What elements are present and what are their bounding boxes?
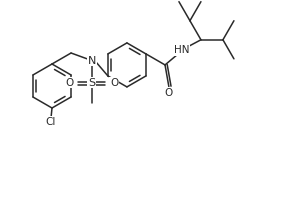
Text: S: S	[88, 78, 95, 88]
Text: O: O	[110, 78, 118, 88]
Text: HN: HN	[174, 45, 190, 55]
Text: O: O	[65, 78, 73, 88]
Text: Cl: Cl	[46, 117, 56, 127]
Text: N: N	[88, 55, 96, 65]
Text: O: O	[165, 88, 173, 98]
